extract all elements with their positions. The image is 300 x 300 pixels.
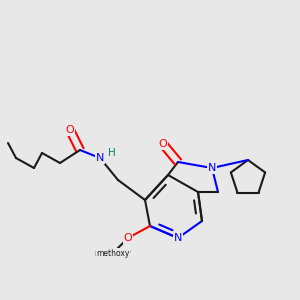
Text: N: N [96, 153, 104, 163]
Text: N: N [208, 163, 216, 173]
Text: O: O [66, 125, 74, 135]
Text: N: N [174, 233, 182, 243]
Text: O: O [159, 139, 167, 149]
Text: methoxy: methoxy [94, 248, 131, 257]
Text: methoxy: methoxy [96, 248, 130, 257]
Text: H: H [108, 148, 116, 158]
Text: O: O [124, 233, 132, 243]
